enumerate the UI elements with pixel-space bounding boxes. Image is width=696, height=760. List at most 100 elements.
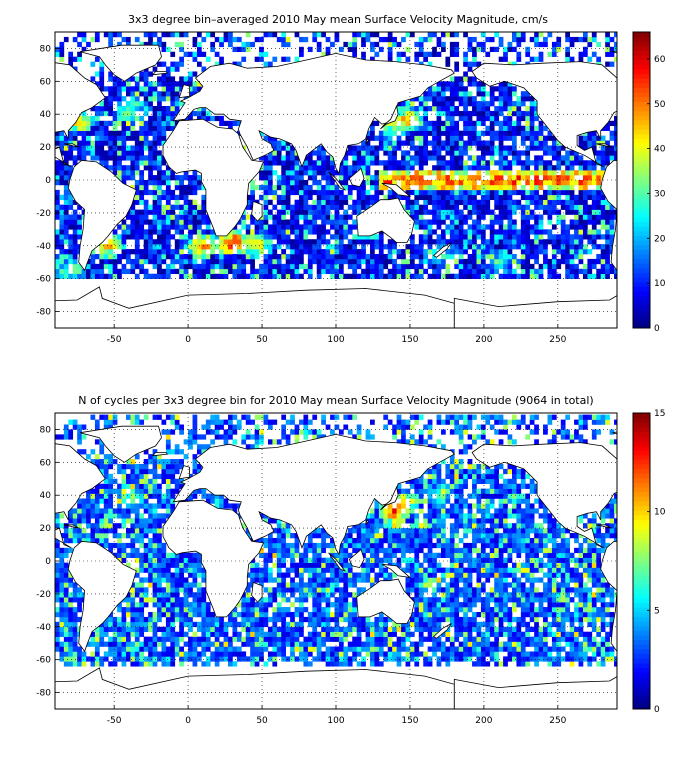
data-cell	[551, 170, 557, 176]
data-cell	[374, 170, 380, 176]
data-cell	[405, 204, 411, 210]
data-cell	[272, 651, 278, 657]
data-cell	[325, 36, 331, 43]
data-cell	[77, 607, 82, 613]
data-cell	[121, 120, 127, 127]
chart-title: 3x3 degree bin–averaged 2010 May mean Su…	[128, 13, 548, 26]
data-cell	[72, 641, 78, 647]
data-cell	[196, 214, 202, 220]
data-cell	[605, 273, 610, 279]
data-cell	[179, 631, 184, 637]
data-cell	[152, 656, 158, 662]
data-cell	[77, 56, 82, 62]
data-cell	[90, 661, 96, 667]
data-cell	[259, 51, 264, 57]
data-cell	[516, 150, 522, 156]
data-cell	[405, 268, 411, 275]
data-cell	[94, 273, 100, 279]
data-cell	[68, 155, 74, 161]
data-cell	[86, 115, 91, 122]
data-cell	[582, 214, 588, 220]
data-cell	[538, 56, 544, 62]
data-cell	[543, 189, 548, 196]
data-cell	[591, 229, 597, 235]
data-cell	[454, 244, 460, 250]
data-cell	[55, 135, 60, 141]
data-cell	[259, 646, 264, 652]
data-cell	[307, 165, 313, 171]
data-cell	[148, 219, 153, 225]
data-cell	[72, 36, 78, 43]
data-cell	[409, 32, 415, 38]
data-cell	[454, 86, 460, 92]
data-cell	[432, 96, 437, 102]
data-cell	[125, 621, 131, 628]
data-cell	[396, 170, 402, 176]
data-cell	[201, 254, 207, 260]
data-cell	[525, 258, 531, 265]
data-cell	[307, 189, 313, 196]
data-cell	[556, 41, 562, 48]
data-cell	[338, 189, 344, 196]
data-cell	[59, 46, 65, 53]
data-cell	[112, 110, 118, 117]
data-cell	[161, 631, 167, 637]
data-cell	[112, 234, 118, 240]
data-cell	[90, 254, 96, 260]
data-cell	[130, 616, 136, 623]
data-cell	[378, 229, 384, 235]
data-cell	[560, 145, 566, 151]
data-cell	[192, 414, 198, 420]
data-cell	[582, 194, 588, 201]
data-cell	[365, 239, 371, 245]
data-cell	[170, 463, 176, 470]
data-cell	[352, 263, 358, 270]
data-cell	[103, 503, 109, 509]
data-cell	[192, 572, 198, 578]
data-cell	[303, 214, 309, 220]
data-cell	[520, 229, 526, 235]
data-cell	[134, 170, 140, 176]
data-cell	[188, 239, 193, 245]
data-cell	[538, 145, 544, 151]
data-cell	[86, 656, 91, 662]
data-cell	[454, 258, 460, 265]
data-cell	[148, 503, 153, 509]
colorbar-segment	[633, 73, 650, 79]
data-cell	[63, 189, 69, 196]
data-cell	[143, 239, 149, 245]
data-cell	[361, 165, 366, 171]
data-cell	[463, 101, 468, 107]
data-cell	[463, 244, 468, 250]
data-cell	[551, 180, 557, 186]
data-cell	[374, 194, 380, 201]
data-cell	[458, 180, 464, 186]
data-cell	[134, 189, 140, 196]
data-cell	[582, 145, 588, 151]
data-cell	[560, 214, 566, 220]
data-cell	[99, 81, 105, 87]
data-cell	[543, 125, 548, 131]
data-cell	[427, 199, 433, 205]
data-cell	[534, 189, 539, 196]
data-cell	[192, 557, 198, 563]
data-cell	[272, 214, 278, 220]
data-cell	[458, 273, 464, 279]
data-cell	[467, 229, 473, 235]
data-cell	[387, 130, 393, 136]
data-cell	[596, 234, 602, 240]
data-cell	[498, 204, 504, 210]
data-cell	[165, 249, 171, 255]
data-cell	[299, 258, 304, 265]
data-cell	[596, 214, 602, 220]
data-cell	[241, 434, 247, 440]
data-cell	[259, 219, 264, 225]
data-cell	[232, 611, 238, 618]
data-cell	[99, 513, 105, 519]
data-cell	[511, 268, 517, 275]
data-cell	[569, 155, 575, 161]
data-cell	[112, 86, 118, 92]
data-cell	[396, 249, 402, 255]
data-cell	[498, 145, 504, 151]
data-cell	[254, 607, 260, 613]
